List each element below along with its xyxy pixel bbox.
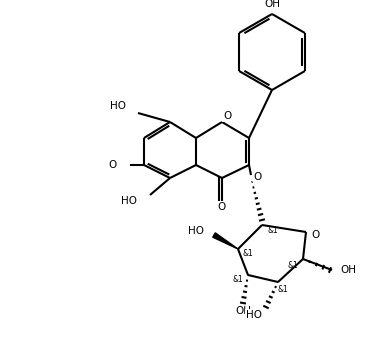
Text: OH: OH: [264, 0, 280, 9]
Text: O: O: [223, 111, 231, 121]
Text: O: O: [218, 202, 226, 212]
Text: HO: HO: [121, 196, 137, 206]
Text: &1: &1: [288, 262, 298, 271]
Text: OH: OH: [340, 265, 356, 275]
Text: &1: &1: [243, 248, 254, 257]
Text: &1: &1: [232, 276, 243, 285]
Text: &1: &1: [278, 286, 288, 295]
Polygon shape: [213, 233, 238, 249]
Text: OH: OH: [235, 306, 251, 316]
Text: HO: HO: [246, 310, 262, 320]
Text: HO: HO: [188, 226, 204, 236]
Text: HO: HO: [110, 101, 126, 111]
Text: O: O: [254, 172, 262, 182]
Text: &1: &1: [268, 226, 278, 235]
Text: O: O: [311, 230, 319, 240]
Text: O: O: [109, 160, 117, 170]
